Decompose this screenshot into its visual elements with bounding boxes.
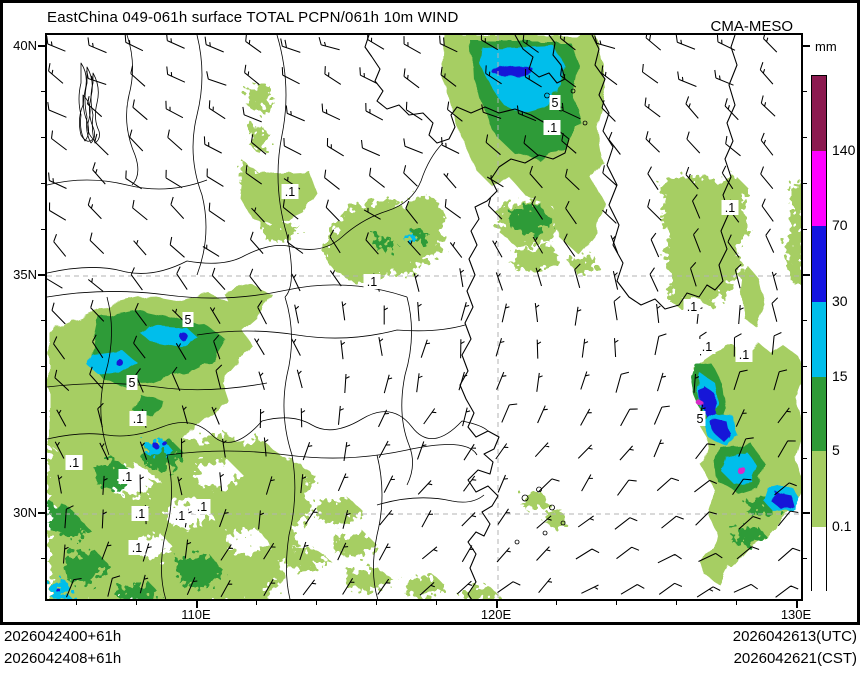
lat-major-tick <box>803 274 810 276</box>
lat-minor-tick <box>803 412 807 413</box>
lat-minor-tick <box>803 183 807 184</box>
lon-minor-tick <box>556 601 557 605</box>
svg-text:.1: .1 <box>69 456 79 470</box>
contour-labels: 5 .1 .1 .1 5 5 .1 .1 .1 .1 .1 .1 .1 .1 .1 .1 .1 5 <box>65 95 753 555</box>
colorbar-segment <box>812 226 826 302</box>
lat-minor-tick <box>41 412 45 413</box>
svg-text:.1: .1 <box>175 509 185 523</box>
lat-minor-tick <box>41 183 45 184</box>
lat-minor-tick <box>41 137 45 138</box>
svg-text:.1: .1 <box>135 507 145 521</box>
svg-text:5: 5 <box>697 412 704 426</box>
wind-barbs <box>47 35 801 598</box>
colorbar-level-label: 140 <box>832 142 856 158</box>
lon-tick-label: 130E <box>780 607 812 622</box>
colorbar-level-label: 30 <box>832 293 848 309</box>
lon-minor-tick <box>376 601 377 605</box>
svg-text:.1: .1 <box>725 201 735 215</box>
lat-minor-tick <box>803 229 807 230</box>
lon-major-tick <box>196 601 198 608</box>
colorbar-level-label: 70 <box>832 217 848 233</box>
lat-minor-tick <box>41 366 45 367</box>
lon-minor-tick <box>676 601 677 605</box>
lat-tick-label: 35N <box>13 267 37 282</box>
lat-minor-tick <box>41 229 45 230</box>
lon-minor-tick <box>736 601 737 605</box>
lat-minor-tick <box>41 320 45 321</box>
lat-minor-tick <box>803 458 807 459</box>
lon-minor-tick <box>76 601 77 605</box>
svg-text:.1: .1 <box>285 185 295 199</box>
lat-tick-label: 30N <box>13 505 37 520</box>
colorbar-level-label: 5 <box>832 442 840 458</box>
svg-text:.1: .1 <box>702 340 712 354</box>
svg-text:5: 5 <box>552 96 559 110</box>
lat-minor-tick <box>803 91 807 92</box>
lon-minor-tick <box>256 601 257 605</box>
svg-text:.1: .1 <box>132 541 142 555</box>
svg-text:.1: .1 <box>367 275 377 289</box>
lon-minor-tick <box>136 601 137 605</box>
colorbar-segment <box>812 377 826 451</box>
lon-minor-tick <box>436 601 437 605</box>
lat-minor-tick <box>41 558 45 559</box>
colorbar-segment <box>812 451 826 527</box>
svg-text:.1: .1 <box>122 470 132 484</box>
lat-major-tick <box>38 274 45 276</box>
latlon-gridlines <box>47 35 801 599</box>
lat-minor-tick <box>803 137 807 138</box>
valid-time-cst: 2026042621(CST) <box>733 650 857 667</box>
colorbar-segment <box>812 302 826 377</box>
lat-minor-tick <box>41 458 45 459</box>
svg-text:5: 5 <box>185 313 192 327</box>
map-canvas: 5 .1 .1 .1 5 5 .1 .1 .1 .1 .1 .1 .1 .1 .1 .1 .1 5 <box>47 35 801 599</box>
lat-minor-tick <box>803 558 807 559</box>
lat-minor-tick <box>41 91 45 92</box>
colorbar <box>811 75 827 592</box>
valid-time-utc: 2026042613(UTC) <box>732 628 857 645</box>
colorbar-segment <box>812 151 826 226</box>
colorbar-units-label: mm <box>815 39 837 54</box>
init-time-utc: 2026042400+61h <box>4 628 122 645</box>
colorbar-segment <box>812 527 826 592</box>
lon-minor-tick <box>316 601 317 605</box>
colorbar-level-label: 15 <box>832 368 848 384</box>
colorbar-level-label: 0.1 <box>832 518 852 534</box>
lat-major-tick <box>803 45 810 47</box>
lon-minor-tick <box>616 601 617 605</box>
lon-major-tick <box>496 601 498 608</box>
model-name: CMA-MESO <box>710 18 794 35</box>
lon-tick-label: 120E <box>480 607 512 622</box>
svg-text:.1: .1 <box>547 121 557 135</box>
svg-text:.1: .1 <box>687 300 697 314</box>
lat-major-tick <box>38 512 45 514</box>
map-panel: 5 .1 .1 .1 5 5 .1 .1 .1 .1 .1 .1 .1 .1 .1 .1 .1 5 <box>45 33 803 601</box>
svg-text:5: 5 <box>129 376 136 390</box>
chart-frame: EastChina 049-061h surface TOTAL PCPN/06… <box>0 0 860 625</box>
lat-major-tick <box>803 512 810 514</box>
svg-text:.1: .1 <box>739 348 749 362</box>
chart-title: EastChina 049-061h surface TOTAL PCPN/06… <box>47 9 459 26</box>
svg-text:.1: .1 <box>133 412 143 426</box>
lon-major-tick <box>796 601 798 608</box>
lat-tick-label: 40N <box>13 38 37 53</box>
svg-text:.1: .1 <box>197 500 207 514</box>
colorbar-segment <box>812 76 826 151</box>
lat-minor-tick <box>803 366 807 367</box>
lon-tick-label: 110E <box>181 607 211 622</box>
init-time-cst: 2026042408+61h <box>4 650 122 667</box>
lat-minor-tick <box>803 320 807 321</box>
lat-major-tick <box>38 45 45 47</box>
